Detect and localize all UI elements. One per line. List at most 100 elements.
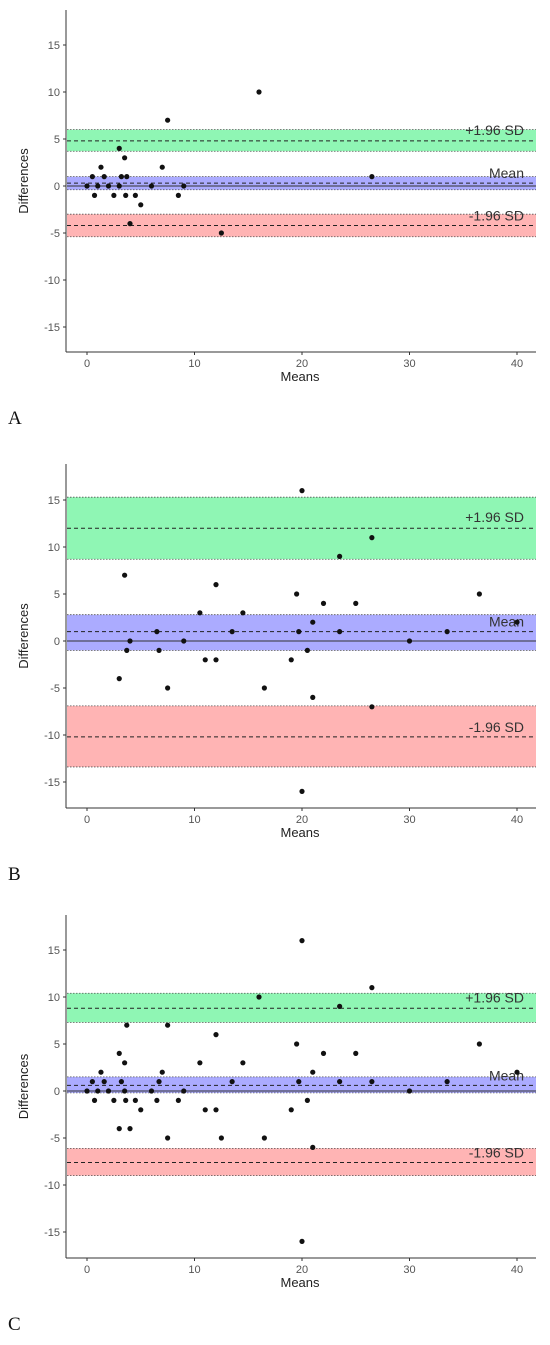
data-point <box>165 685 171 691</box>
data-point <box>181 638 187 644</box>
data-point <box>123 192 129 198</box>
data-point <box>476 1041 482 1047</box>
data-point <box>105 183 112 189</box>
data-point <box>197 610 203 616</box>
data-point <box>122 1060 128 1066</box>
data-point <box>101 1079 107 1085</box>
data-point <box>240 1060 246 1066</box>
data-point <box>101 174 107 180</box>
data-point <box>369 535 375 541</box>
panel-a: +1.96 SD Mean -1.96 SD -15 -10 -5 0 5 10 15 0 10 20 3… <box>8 10 536 429</box>
data-point <box>353 600 359 607</box>
data-point <box>181 1088 187 1094</box>
data-point <box>111 192 117 198</box>
x-tick-label: 0 <box>84 814 90 826</box>
x-tick-label: 20 <box>296 814 308 826</box>
y-axis-title: Differences <box>16 148 31 214</box>
data-point <box>122 1088 128 1094</box>
data-point <box>98 164 104 170</box>
x-tick-label: 40 <box>511 1264 523 1276</box>
data-point <box>353 1050 359 1056</box>
data-point <box>202 1107 208 1113</box>
data-point <box>337 553 343 560</box>
data-point <box>165 1135 171 1141</box>
x-tick-label: 30 <box>403 358 415 370</box>
x-tick-label: 0 <box>84 1264 90 1276</box>
y-tick-label: 10 <box>48 87 60 99</box>
data-point <box>320 600 327 607</box>
y-axis-title: Differences <box>16 1053 31 1119</box>
data-point <box>127 638 133 644</box>
data-point <box>337 1079 343 1085</box>
data-point <box>123 1097 129 1103</box>
data-point <box>124 647 130 654</box>
data-point <box>256 89 262 95</box>
data-point <box>296 1079 302 1085</box>
x-tick-label: 10 <box>188 358 200 370</box>
data-point <box>124 174 130 180</box>
data-point <box>122 155 128 161</box>
y-tick-label: 10 <box>48 542 60 554</box>
data-point <box>213 1107 219 1113</box>
data-point <box>197 1060 203 1066</box>
data-point <box>310 619 316 625</box>
data-point <box>310 694 316 701</box>
data-point <box>132 192 138 198</box>
y-tick-label: -10 <box>44 730 60 742</box>
data-point <box>514 619 520 625</box>
data-point <box>369 704 375 710</box>
upper-sd-label: +1.96 SD <box>465 989 524 1005</box>
data-point <box>218 230 224 236</box>
data-point <box>310 1069 316 1075</box>
data-point <box>165 1022 171 1028</box>
lower-sd-label: -1.96 SD <box>469 719 524 735</box>
y-tick-label: 5 <box>54 1039 60 1051</box>
data-point <box>138 1107 144 1113</box>
y-tick-label: 5 <box>54 134 60 146</box>
data-point <box>181 183 187 189</box>
x-axis-title: Means <box>280 369 320 384</box>
data-point <box>213 657 219 663</box>
data-point <box>98 1069 104 1075</box>
data-point <box>124 1022 130 1028</box>
upper-sd-label: +1.96 SD <box>465 509 524 525</box>
data-point <box>288 657 294 663</box>
y-tick-label: 5 <box>54 589 60 601</box>
panel-letter: A <box>8 408 22 429</box>
data-point <box>156 1079 162 1085</box>
data-point <box>122 572 128 578</box>
x-tick-label: 20 <box>296 358 308 370</box>
x-tick-label: 40 <box>511 814 523 826</box>
data-point <box>89 1079 95 1085</box>
data-point <box>304 1097 310 1103</box>
data-point <box>294 591 300 597</box>
data-point <box>202 657 208 663</box>
lower-sd-label: -1.96 SD <box>469 207 524 223</box>
panel-b: +1.96 SD Mean -1.96 SD -15 -10 -5 0 5 10 15 0 10 20 3… <box>8 464 536 885</box>
y-tick-label: 0 <box>54 1086 60 1098</box>
data-point <box>116 1126 122 1132</box>
data-point <box>89 174 95 180</box>
data-point <box>369 985 375 991</box>
data-point <box>118 1079 124 1085</box>
data-point <box>337 1003 343 1010</box>
data-point <box>91 192 98 198</box>
y-tick-label: -15 <box>44 322 60 334</box>
data-point <box>148 183 155 189</box>
x-axis-title: Means <box>280 1275 320 1290</box>
data-point <box>95 183 101 189</box>
y-tick-label: -10 <box>44 275 60 287</box>
data-point <box>156 647 162 654</box>
y-tick-label: 15 <box>48 945 60 957</box>
data-point <box>84 183 90 189</box>
mean-label: Mean <box>489 614 524 630</box>
data-point <box>148 1088 155 1094</box>
data-point <box>256 994 262 1000</box>
y-tick-label: 15 <box>48 40 60 52</box>
y-axis-title: Differences <box>16 603 31 669</box>
data-point <box>165 117 171 123</box>
data-point <box>175 1097 181 1103</box>
data-point <box>218 1135 224 1141</box>
data-point <box>294 1041 300 1047</box>
